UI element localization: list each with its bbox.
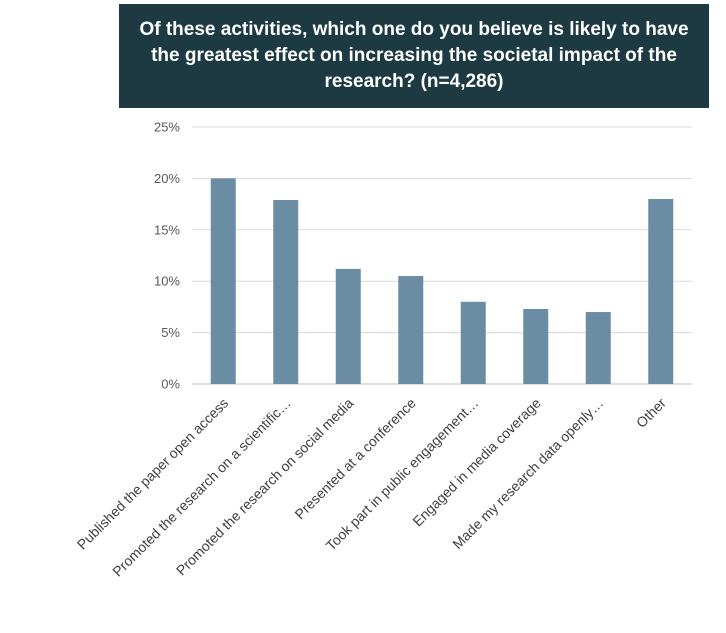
x-category-label: Other [633,395,669,431]
bar [210,178,236,384]
y-tick-label: 20% [154,171,180,186]
y-tick-label: 5% [161,325,180,340]
x-axis-category-labels: Published the paper open accessPromoted … [74,395,669,580]
bar [273,199,299,384]
y-tick-label: 15% [154,222,180,237]
x-category-label: Presented at a conference [291,395,419,523]
y-tick-label: 25% [154,120,180,135]
y-tick-label: 0% [161,377,180,392]
y-tick-label: 10% [154,274,180,289]
y-axis-tick-labels: 0% 5% 10% 15% 20% 25% [154,120,180,392]
bar [460,301,486,384]
x-category-label: Engaged in media coverage [409,395,544,530]
bar [648,198,674,384]
bar [585,312,611,384]
bars [210,178,674,384]
bar [335,268,361,384]
chart-title: Of these activities, which one do you be… [119,4,709,108]
bar [523,308,549,384]
gridlines [192,126,692,385]
bar [398,276,424,384]
